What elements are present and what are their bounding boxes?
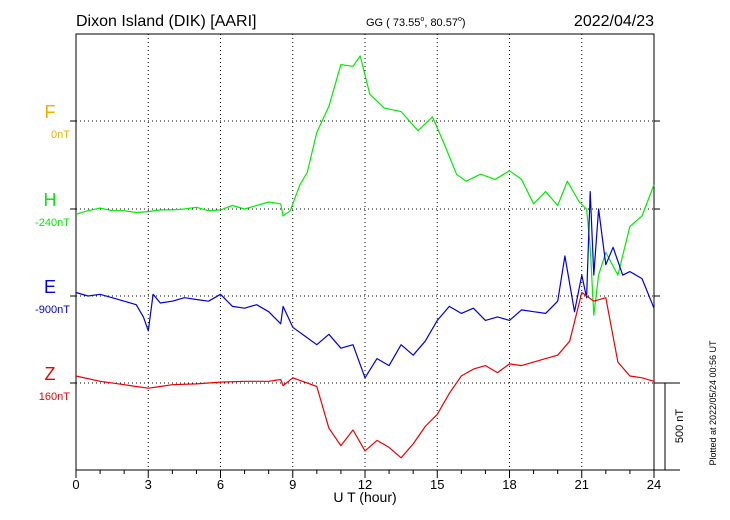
x-tick-label: 12 (358, 477, 372, 492)
channel-labels: F 0nT H -240nT E -900nT Z 160nT (35, 102, 70, 403)
axis-ticks (70, 120, 660, 478)
gridlines (76, 34, 654, 470)
x-tick-label: 18 (502, 477, 516, 492)
channel-letter-E: E (44, 277, 56, 297)
station-title: Dixon Island (DIK) [AARI] (76, 13, 257, 30)
x-tick-label: 21 (575, 477, 589, 492)
coordinates-label: GG ( 73.55o, 80.57o) (366, 16, 466, 29)
x-tick-label: 3 (145, 477, 152, 492)
date-label: 2022/04/23 (574, 13, 654, 30)
x-tick-labels: 0 3 6 9 12 15 18 21 24 (72, 477, 661, 492)
x-tick-label: 15 (430, 477, 444, 492)
series-line-Z (75, 291, 655, 459)
scale-bar-label: 500 nT (674, 409, 686, 444)
x-tick-label: 24 (647, 477, 661, 492)
channel-baseline-Z: 160nT (39, 391, 70, 403)
channel-baseline-F: 0nT (51, 129, 70, 141)
x-axis-label: U T (hour) (333, 489, 396, 505)
plotted-note: Plotted at 2022/05/24 00:56 UT (708, 340, 718, 466)
channel-letter-Z: Z (45, 364, 56, 384)
plot-frame (75, 33, 655, 471)
series-group (75, 55, 655, 459)
series-line-E (75, 191, 655, 379)
series-line-H (75, 55, 655, 316)
x-tick-label: 6 (217, 477, 224, 492)
channel-baseline-H: -240nT (35, 217, 70, 229)
channel-letter-F: F (45, 102, 56, 122)
channel-letter-H: H (44, 190, 57, 210)
channel-baseline-E: -900nT (35, 304, 70, 316)
x-tick-label: 0 (72, 477, 79, 492)
x-tick-label: 9 (289, 477, 296, 492)
